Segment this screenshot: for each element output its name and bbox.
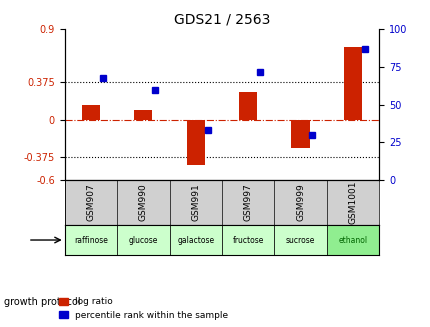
Text: GSM990: GSM990 bbox=[138, 183, 147, 221]
Text: ethanol: ethanol bbox=[338, 235, 367, 245]
Text: growth protocol: growth protocol bbox=[4, 298, 81, 307]
FancyBboxPatch shape bbox=[221, 225, 274, 255]
Text: GSM1001: GSM1001 bbox=[348, 181, 357, 224]
Text: GSM991: GSM991 bbox=[191, 183, 200, 221]
Bar bbox=[134, 110, 152, 120]
Title: GDS21 / 2563: GDS21 / 2563 bbox=[173, 13, 270, 27]
Text: GSM999: GSM999 bbox=[295, 183, 304, 221]
Bar bbox=[291, 120, 309, 148]
Text: GSM907: GSM907 bbox=[86, 183, 95, 221]
Text: sucrose: sucrose bbox=[285, 235, 315, 245]
Legend: log ratio, percentile rank within the sample: log ratio, percentile rank within the sa… bbox=[56, 295, 230, 322]
Bar bbox=[239, 92, 257, 120]
FancyBboxPatch shape bbox=[274, 225, 326, 255]
Text: fructose: fructose bbox=[232, 235, 263, 245]
Bar bbox=[186, 120, 204, 165]
Text: galactose: galactose bbox=[177, 235, 214, 245]
Text: GSM997: GSM997 bbox=[243, 183, 252, 221]
FancyBboxPatch shape bbox=[169, 225, 221, 255]
FancyBboxPatch shape bbox=[326, 225, 378, 255]
FancyBboxPatch shape bbox=[117, 225, 169, 255]
Text: raffinose: raffinose bbox=[74, 235, 108, 245]
Text: glucose: glucose bbox=[128, 235, 158, 245]
FancyBboxPatch shape bbox=[64, 225, 117, 255]
Bar bbox=[343, 47, 361, 120]
Bar bbox=[82, 105, 100, 120]
